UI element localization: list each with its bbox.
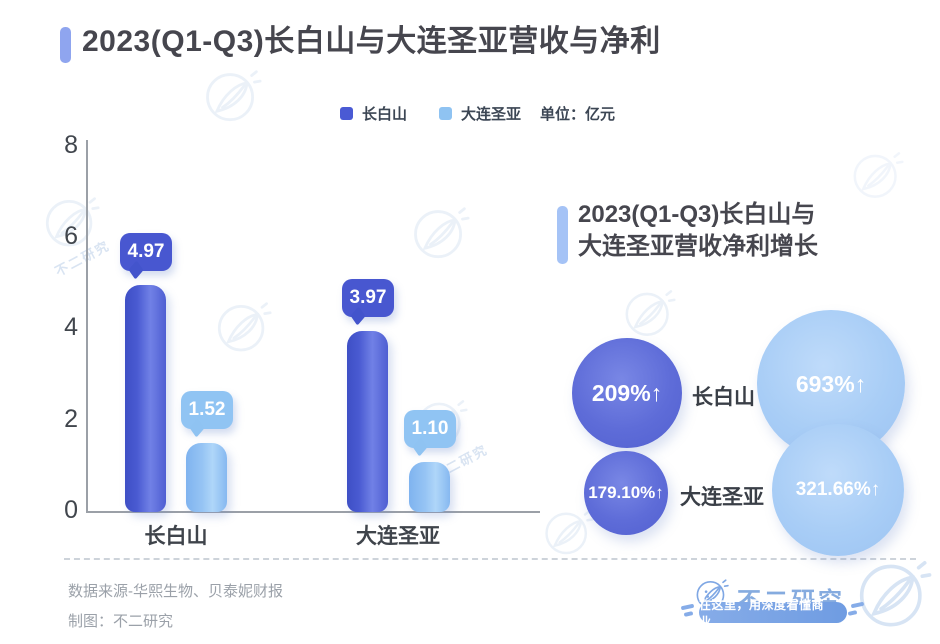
y-tick-0: 0 [64,496,78,524]
footer-divider [64,558,916,560]
bar-dalianshengya-revenue [347,331,388,512]
page-title: 2023(Q1-Q3)长白山与大连圣亚营收与净利 [82,25,661,58]
bar-changbaishan-revenue [125,285,166,512]
legend-swatch-changbaishan [340,107,353,120]
value-callout-changbaishan-revenue: 4.97 [120,233,172,271]
growth-bubble-dalianshengya-revenue: 179.10%↑ [584,451,668,535]
x-axis-line [86,511,540,513]
bubble-label-dalianshengya: 大连圣亚 [680,486,764,509]
category-label-dalianshengya: 大连圣亚 [356,525,440,548]
growth-title-accent-bar [557,206,568,264]
brand-tagline: 在这里，用深度看懂商业。 [699,597,825,629]
pill-dash-decoration [683,611,694,617]
y-tick-2: 2 [64,405,78,433]
watermark-logo-doodle [853,152,904,198]
legend-swatch-dalianshengya [439,107,453,120]
y-axis-line [86,140,88,513]
watermark-logo-doodle [217,302,272,352]
growth-bubble-dalianshengya-netprofit: 321.66%↑ [772,424,904,556]
growth-title-line1: 2023(Q1-Q3)长白山与 [578,201,816,228]
brand-logo-icon [696,579,729,609]
pill-dash-decoration [847,610,858,616]
growth-panel-title: 2023(Q1-Q3)长白山与 大连圣亚营收净利增长 [578,199,818,263]
title-accent-bar [60,27,71,63]
bar-dalianshengya-netprofit [409,462,450,512]
bar-changbaishan-netprofit [186,443,227,512]
category-label-changbaishan: 长白山 [144,525,208,548]
legend-label-dalianshengya: 大连圣亚 [461,106,522,123]
pill-dash-decoration [850,601,865,609]
legend-label-changbaishan: 长白山 [362,106,408,123]
value-callout-changbaishan-netprofit: 1.52 [181,391,233,429]
watermark-logo-doodle [625,290,676,336]
growth-title-line2: 大连圣亚营收净利增长 [578,233,818,260]
y-tick-8: 8 [64,131,78,159]
watermark-logo-doodle [414,207,470,259]
bubble-label-changbaishan: 长白山 [692,386,755,409]
growth-bubble-changbaishan-revenue: 209%↑ [572,338,682,448]
watermark-logo-doodle [206,70,262,122]
brand-tagline-pill: 在这里，用深度看懂商业。 [699,598,847,629]
unit-label: 单位：亿元 [540,106,616,123]
chart-legend: 长白山 大连圣亚 单位：亿元 [340,103,615,124]
value-callout-dalianshengya-netprofit: 1.10 [404,410,456,448]
watermark-logo-doodle [859,561,932,627]
watermark-logo-doodle [545,510,594,555]
data-source-text: 数据来源-华熙生物、贝泰妮财报 [68,583,283,600]
y-tick-4: 4 [64,313,78,341]
y-tick-6: 6 [64,222,78,250]
value-callout-dalianshengya-revenue: 3.97 [342,279,394,317]
chart-credit-text: 制图：不二研究 [68,613,174,630]
